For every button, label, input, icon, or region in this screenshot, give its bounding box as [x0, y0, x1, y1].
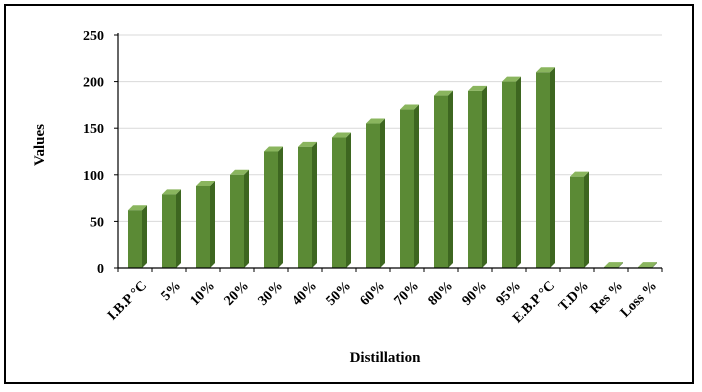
y-tick-label: 100	[83, 169, 104, 184]
bar	[196, 180, 215, 268]
x-tick-label: 95%	[494, 278, 524, 308]
x-tick-label: 70%	[392, 278, 422, 308]
bar	[434, 90, 453, 268]
bar	[638, 262, 657, 268]
x-tick-labels: I.B.P °C 5% 10% 20% 30% 40% 50% 60% 70% 80% 90% 95%…	[105, 278, 660, 326]
bar-front	[536, 72, 550, 268]
bar-front	[434, 95, 448, 268]
bar	[230, 169, 249, 268]
bar-side	[584, 171, 589, 268]
bar-front	[196, 185, 210, 268]
bar-side	[482, 85, 487, 268]
bar-side	[380, 118, 385, 268]
y-axis-title: Values	[32, 124, 48, 166]
bar-front	[468, 90, 482, 268]
x-tick-label: Loss %	[618, 278, 660, 320]
bar-side	[414, 104, 419, 268]
bar-front	[570, 176, 584, 268]
bar-top	[128, 205, 147, 211]
y-tick-label: 0	[97, 262, 104, 277]
bar	[298, 141, 317, 268]
x-tick-label: I.B.P °C	[105, 278, 150, 323]
bar-side	[516, 76, 521, 268]
bar-front	[298, 146, 312, 268]
x-tick-label: 5%	[159, 278, 184, 303]
bar-front	[230, 174, 244, 268]
y-tick-label: 250	[83, 29, 104, 44]
bar-top	[502, 76, 521, 82]
bar	[604, 262, 623, 268]
x-tick-label: 50%	[324, 278, 354, 308]
bar-top	[570, 171, 589, 177]
bar-front	[502, 81, 516, 268]
bar-side	[142, 205, 147, 268]
x-axis-title: Distillation	[350, 350, 421, 366]
axes	[114, 33, 663, 272]
bar	[128, 205, 147, 268]
bar-top	[264, 146, 283, 152]
bar-top	[196, 180, 215, 186]
bar-side	[448, 90, 453, 268]
bar-side	[652, 262, 657, 268]
bar-front	[128, 210, 142, 268]
bar-side	[176, 189, 181, 268]
x-tick-label: 90%	[460, 278, 490, 308]
x-tick-label: T.D%	[556, 278, 592, 314]
x-tick-label: 10%	[188, 278, 218, 308]
bar	[366, 118, 385, 268]
bar	[468, 85, 487, 268]
bar-top	[536, 67, 555, 73]
bar-top	[434, 90, 453, 96]
bar-top	[332, 132, 351, 138]
bar	[536, 67, 555, 268]
bar-top	[230, 169, 249, 175]
bar	[502, 76, 521, 268]
bar-side	[312, 141, 317, 268]
bar-side	[210, 180, 215, 268]
bar-top	[366, 118, 385, 124]
bars	[128, 67, 657, 268]
bar-top	[604, 262, 623, 268]
bar-side	[618, 262, 623, 268]
bar-side	[550, 67, 555, 268]
bar-side	[278, 146, 283, 268]
bar	[570, 171, 589, 268]
x-tick-label: 30%	[256, 278, 286, 308]
bar-front	[264, 151, 278, 268]
y-tick-label: 150	[83, 122, 104, 137]
bar-front	[400, 109, 414, 268]
bar	[332, 132, 351, 268]
bar	[264, 146, 283, 268]
x-tick-label: 60%	[358, 278, 388, 308]
y-tick-label: 50	[90, 215, 104, 230]
y-tick-labels: 0 50 100 150 200 250	[83, 29, 104, 277]
bar-front	[332, 137, 346, 268]
bar	[400, 104, 419, 268]
y-tick-label: 200	[83, 76, 104, 91]
bar-side	[244, 169, 249, 268]
bar	[162, 189, 181, 268]
x-tick-label: 80%	[426, 278, 456, 308]
bar-front	[162, 194, 176, 268]
bar-top	[400, 104, 419, 110]
x-tick-label: 40%	[290, 278, 320, 308]
x-tick-label: 20%	[222, 278, 252, 308]
bar-side	[346, 132, 351, 268]
bar-top	[298, 141, 317, 147]
bar-top	[638, 262, 657, 268]
bar-top	[162, 189, 181, 195]
bar-top	[468, 85, 487, 91]
bar-front	[366, 123, 380, 268]
